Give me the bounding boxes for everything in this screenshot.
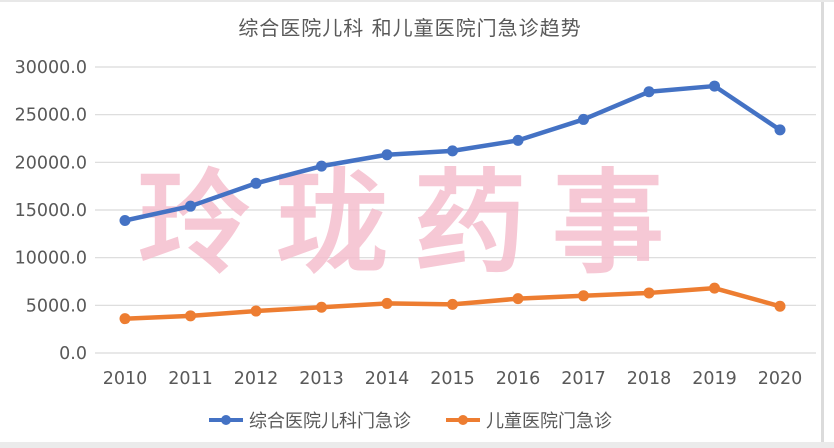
data-point-marker [512,293,524,305]
watermark-text: 玲珑药事 [138,159,690,289]
legend-marker-orange-line-icon [445,414,481,426]
x-axis-tick-label: 2019 [692,369,737,389]
legend-marker-blue-line-icon [208,414,244,426]
y-axis-tick-label: 15000.0 [15,201,87,221]
data-point-marker [185,200,196,212]
legend-label-children-hospital: 儿童医院门急诊 [486,411,612,432]
data-point-marker [447,145,458,157]
data-point-marker [185,310,196,322]
page-border-right [821,2,824,442]
data-point-marker [250,305,262,317]
x-axis-tick-label: 2015 [430,369,475,389]
y-axis-tick-label: 25000.0 [15,106,87,126]
data-point-marker [381,297,393,309]
data-point-marker [709,80,720,92]
legend-label-general-hospital: 综合医院儿科门急诊 [249,411,411,432]
y-axis-tick-label: 20000.0 [15,153,87,173]
data-point-marker [447,298,458,310]
legend-item-children-hospital: 儿童医院门急诊 [445,407,612,433]
chart-title: 综合医院儿科 和儿童医院门急诊趋势 [238,16,582,40]
data-point-marker [578,290,589,302]
page-border-bottom [0,442,834,448]
data-point-marker [119,313,131,325]
data-point-marker [119,214,131,226]
y-axis-tick-label: 30000.0 [15,58,87,78]
x-axis-tick-label: 2012 [234,369,279,389]
chart-legend: 综合医院儿科门急诊 儿童医院门急诊 [0,407,820,433]
x-axis-tick-label: 2010 [103,369,148,389]
data-point-marker [578,113,589,125]
x-axis-tick-label: 2018 [627,369,672,389]
x-axis-tick-label: 2016 [496,369,541,389]
data-point-marker [381,149,393,161]
x-axis-tick-label: 2014 [365,369,410,389]
y-axis-tick-label: 0.0 [59,344,87,364]
data-point-marker [643,287,655,299]
data-point-marker [709,282,720,294]
legend-item-general-hospital: 综合医院儿科门急诊 [208,407,411,433]
y-axis-tick-label: 10000.0 [15,249,87,269]
data-point-marker [250,177,262,189]
data-point-marker [643,86,655,98]
data-point-marker [774,300,786,312]
y-axis-tick-label: 5000.0 [26,296,87,316]
data-point-marker [316,160,327,172]
x-axis-tick-label: 2013 [299,369,344,389]
x-axis-tick-label: 2011 [168,369,213,389]
data-point-marker [512,134,524,146]
data-point-marker [316,301,327,313]
x-axis-tick-label: 2017 [561,369,606,389]
data-point-marker [774,124,786,136]
page-border-top [0,0,834,2]
x-axis-tick-label: 2020 [758,369,803,389]
